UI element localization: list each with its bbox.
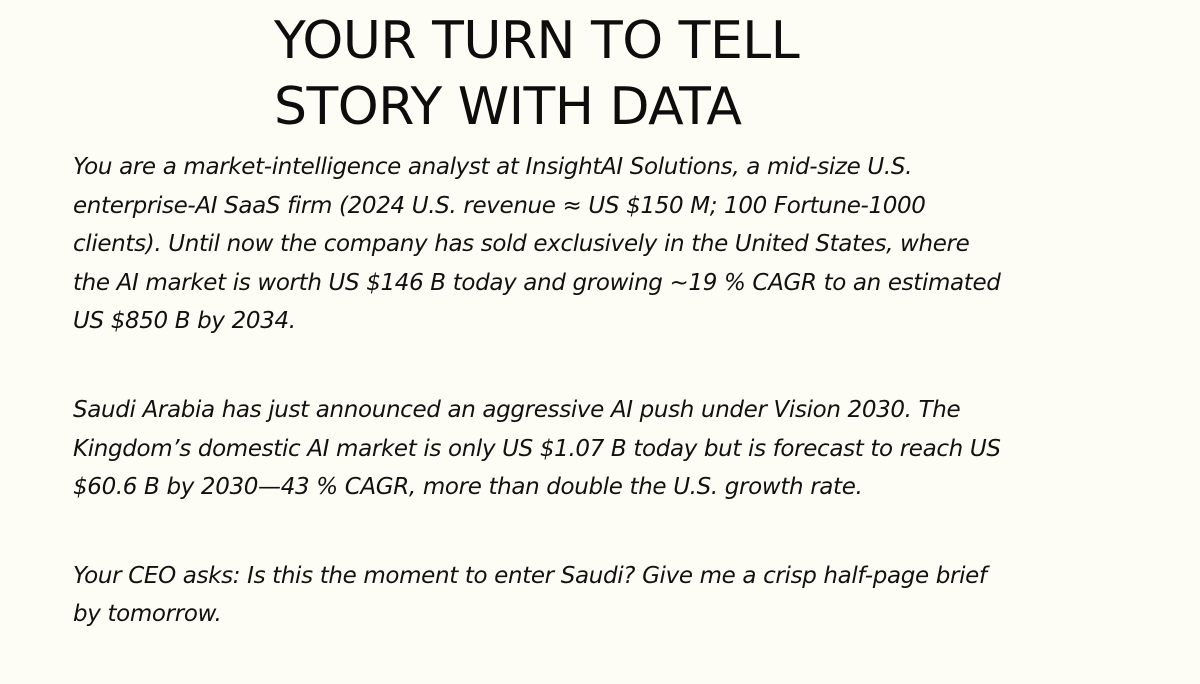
ceo-line-1: Your CEO asks: Is this the moment to ent…: [73, 562, 987, 589]
saudi-line-2: Kingdom’s domestic AI market is only US …: [73, 435, 1001, 462]
slide-title-line-1: YOUR TURN TO TELL: [274, 11, 800, 71]
context-line-5: US $850 B by 2034.: [73, 308, 296, 335]
slide-title: YOUR TURN TO TELL STORY WITH DATA: [274, 8, 1074, 140]
context-line-3: clients). Until now the company has sold…: [73, 231, 970, 258]
context-line-2: enterprise-AI SaaS firm (2024 U.S. reven…: [73, 192, 926, 219]
saudi-paragraph: Saudi Arabia has just announced an aggre…: [73, 391, 1143, 507]
saudi-line-3: $60.6 B by 2030—43 % CAGR, more than dou…: [73, 474, 863, 501]
slide-body: You are a market-intelligence analyst at…: [73, 148, 1143, 684]
ceo-line-2: by tomorrow.: [73, 601, 222, 628]
saudi-line-1: Saudi Arabia has just announced an aggre…: [73, 396, 961, 423]
context-line-1: You are a market-intelligence analyst at…: [73, 154, 913, 180]
ceo-ask-paragraph: Your CEO asks: Is this the moment to ent…: [73, 557, 1143, 634]
slide-title-line-2: STORY WITH DATA: [274, 77, 742, 137]
context-line-4: the AI market is worth US $146 B today a…: [73, 269, 1001, 296]
context-paragraph: You are a market-intelligence analyst at…: [73, 148, 1143, 341]
